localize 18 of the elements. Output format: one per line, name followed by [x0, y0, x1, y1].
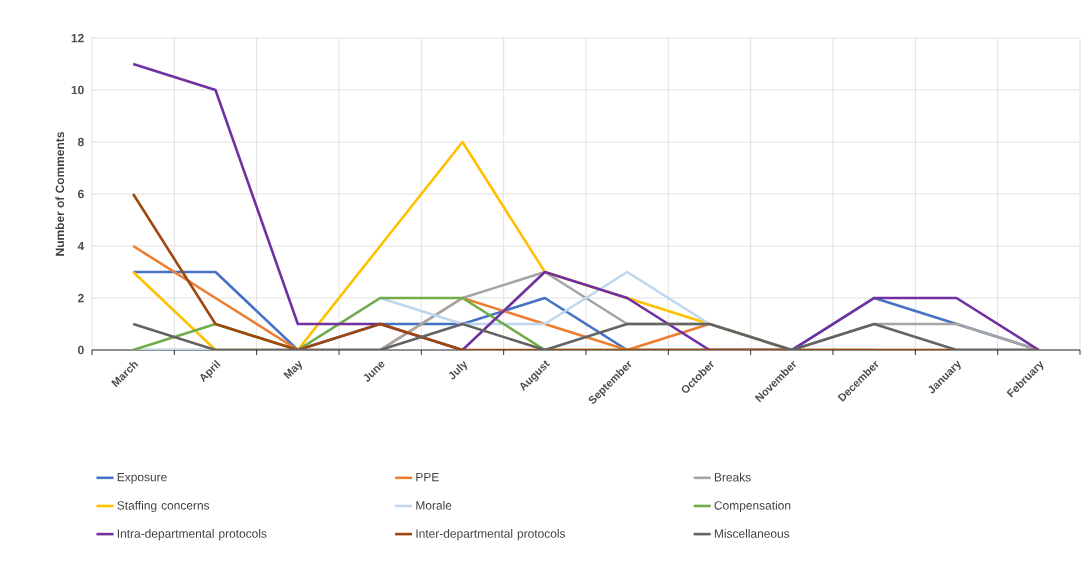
y-tick-label: 4 — [77, 241, 85, 251]
legend-label: Miscellaneous — [714, 529, 790, 538]
y-tick-label: 6 — [78, 189, 84, 199]
y-tick-label: 10 — [71, 85, 84, 95]
y-axis-title: Number of Comments — [55, 132, 65, 256]
y-tick-label: 0 — [78, 345, 84, 355]
legend-label: Compensation — [714, 500, 791, 513]
x-tick-label: May — [283, 360, 303, 380]
legend-label: PPE — [416, 472, 439, 482]
legend-label: Morale — [416, 500, 452, 510]
legend-label: Inter-departmental protocols — [416, 529, 566, 541]
y-tick-label: 2 — [78, 293, 84, 303]
legend-label: Exposure — [117, 472, 167, 484]
legend-label: Breaks — [714, 472, 751, 482]
y-tick-label: 8 — [77, 137, 84, 147]
legend-label: Intra-departmental protocols — [117, 529, 267, 541]
y-tick-label: 12 — [71, 33, 84, 43]
legend-label: Staffing concerns — [117, 500, 210, 513]
